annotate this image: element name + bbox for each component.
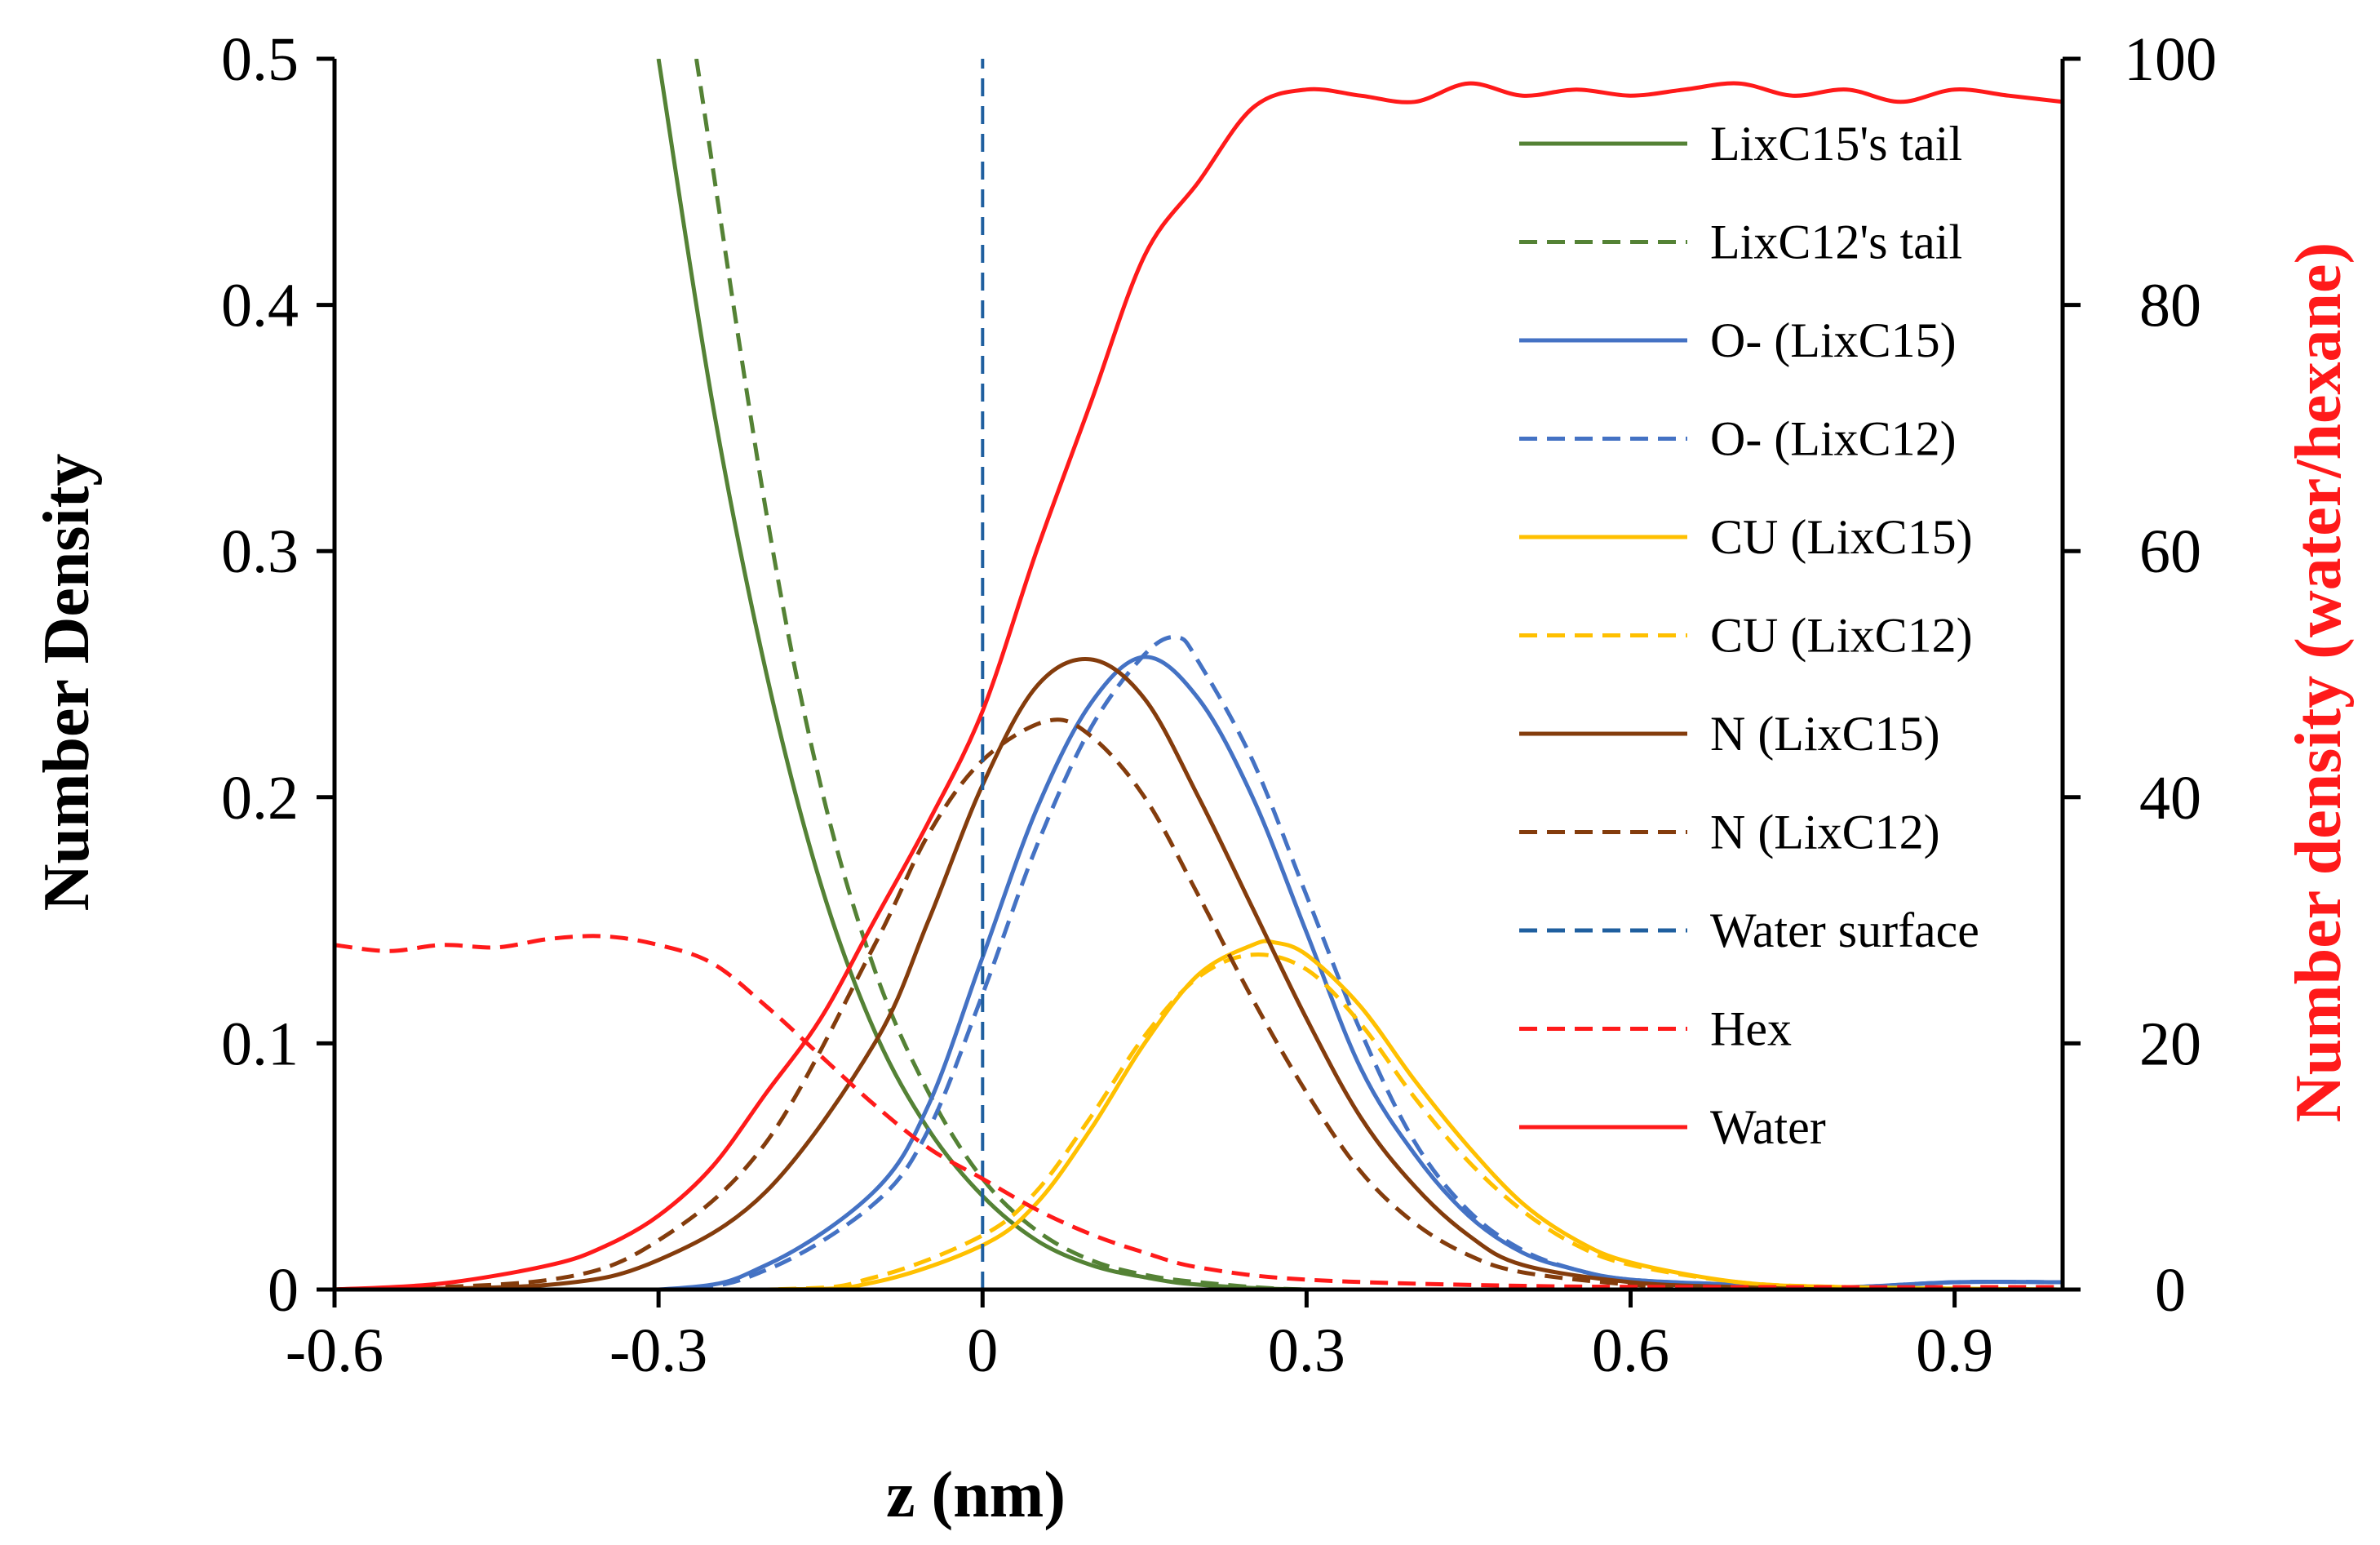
legend-label-water-surface: Water surface	[1710, 903, 1979, 957]
x-tick-label: 0.3	[1268, 1316, 1345, 1385]
y2-tick-label: 100	[2124, 25, 2217, 94]
series-line-water	[335, 81, 2063, 1290]
series-line-hex	[335, 934, 2063, 1290]
y-tick-label: 0.3	[221, 517, 299, 586]
y-tick-label: 0.1	[221, 1010, 299, 1078]
x-axis-title: z (nm)	[886, 1459, 1066, 1531]
legend-label-n-lixc15: N (LixC15)	[1710, 707, 1940, 761]
y-axis-title: Number Density	[31, 454, 103, 912]
axes: -0.6 -0.3 0 0.3 0.6 0.9 0 0.1 0.2 0.3 0.4 0.5 0 20 40 6…	[221, 25, 2217, 1385]
legend-label-lixc12-s-tail: LixC12's tail	[1710, 215, 1962, 269]
series-line-n-lixc15	[335, 657, 2063, 1290]
legend-label-o-lixc15: O- (LixC15)	[1710, 313, 1957, 367]
legend: LixC15's tail LixC12's tail O- (LixC15) O- …	[1519, 117, 1979, 1154]
series-line-cu-lixc12	[335, 952, 2063, 1290]
x-tick-label: 0.6	[1592, 1316, 1669, 1385]
y2-tick-label: 60	[2139, 517, 2201, 586]
y-tick-label: 0	[268, 1256, 299, 1325]
y-tick-label: 0.5	[221, 25, 299, 94]
x-tick-label: 0	[967, 1316, 998, 1385]
legend-label-lixc15-s-tail: LixC15's tail	[1710, 117, 1962, 171]
y2-tick-label: 0	[2155, 1256, 2186, 1325]
y-tick-label: 0.2	[221, 764, 299, 832]
legend-label-o-lixc12: O- (LixC12)	[1710, 412, 1957, 466]
y2-tick-label: 40	[2139, 764, 2201, 832]
y2-tick-label: 80	[2139, 272, 2201, 340]
series-line-lixc12-s-tail	[694, 59, 2063, 1290]
x-tick-label: 0.9	[1916, 1316, 1993, 1385]
series-lines	[335, 59, 2063, 1290]
legend-label-cu-lixc12: CU (LixC12)	[1710, 609, 1973, 663]
legend-label-cu-lixc15: CU (LixC15)	[1710, 510, 1973, 564]
y-tick-label: 0.4	[221, 272, 299, 340]
y2-axis-title: Number density (water/hexane)	[2283, 242, 2355, 1122]
legend-label-water: Water	[1710, 1100, 1826, 1154]
x-tick-label: -0.3	[609, 1316, 707, 1385]
legend-label-n-lixc12: N (LixC12)	[1710, 806, 1940, 859]
y2-tick-label: 20	[2139, 1010, 2201, 1078]
series-line-n-lixc12	[335, 717, 2063, 1290]
series-line-o-lixc12	[335, 635, 2063, 1290]
x-tick-label: -0.6	[286, 1316, 383, 1385]
legend-label-hex: Hex	[1710, 1002, 1792, 1056]
